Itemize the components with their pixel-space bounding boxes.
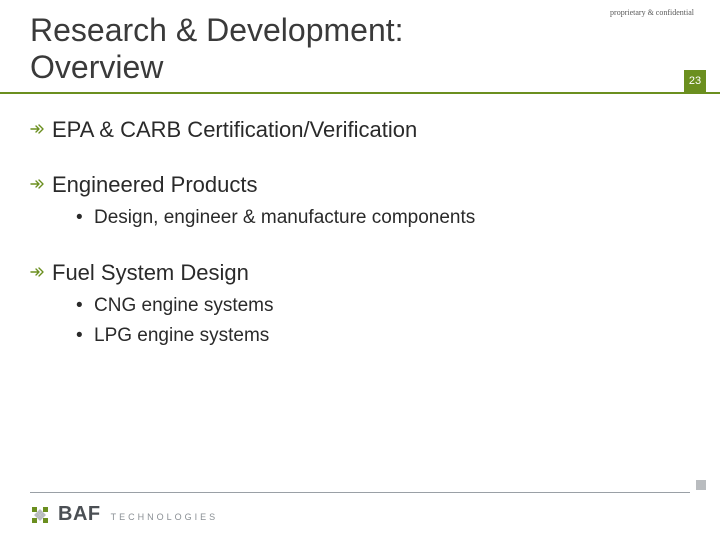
corner-decoration bbox=[696, 480, 706, 490]
logo-brand-text: BAF bbox=[58, 503, 101, 526]
bullet-text: Fuel System Design bbox=[52, 259, 249, 287]
arrow-icon bbox=[30, 265, 44, 279]
bullet-item: Engineered Products bbox=[30, 171, 690, 199]
footer-divider bbox=[30, 492, 690, 493]
sub-bullet: Design, engineer & manufacture component… bbox=[76, 205, 690, 232]
logo-mark-icon bbox=[30, 505, 50, 525]
logo-suffix-text: TECHNOLOGIES bbox=[111, 512, 219, 522]
slide-header: proprietary & confidential Research & De… bbox=[0, 0, 720, 92]
bullet-item: EPA & CARB Certification/Verification bbox=[30, 116, 690, 144]
sub-bullet-list: Design, engineer & manufacture component… bbox=[30, 205, 690, 232]
logo: BAF TECHNOLOGIES bbox=[30, 503, 690, 526]
arrow-icon bbox=[30, 122, 44, 136]
content-area: EPA & CARB Certification/Verification En… bbox=[0, 94, 720, 364]
bullet-item: Fuel System Design bbox=[30, 259, 690, 287]
confidential-label: proprietary & confidential bbox=[610, 8, 694, 17]
bullet-text: Engineered Products bbox=[52, 171, 257, 199]
sub-bullet: LPG engine systems bbox=[76, 323, 690, 350]
arrow-icon bbox=[30, 177, 44, 191]
sub-bullet-list: CNG engine systems LPG engine systems bbox=[30, 293, 690, 350]
page-title: Research & Development: Overview bbox=[30, 12, 470, 86]
sub-bullet: CNG engine systems bbox=[76, 293, 690, 320]
slide-footer: BAF TECHNOLOGIES bbox=[0, 492, 720, 526]
bullet-text: EPA & CARB Certification/Verification bbox=[52, 116, 417, 144]
page-number: 23 bbox=[689, 75, 701, 87]
page-number-badge: 23 bbox=[684, 70, 706, 92]
